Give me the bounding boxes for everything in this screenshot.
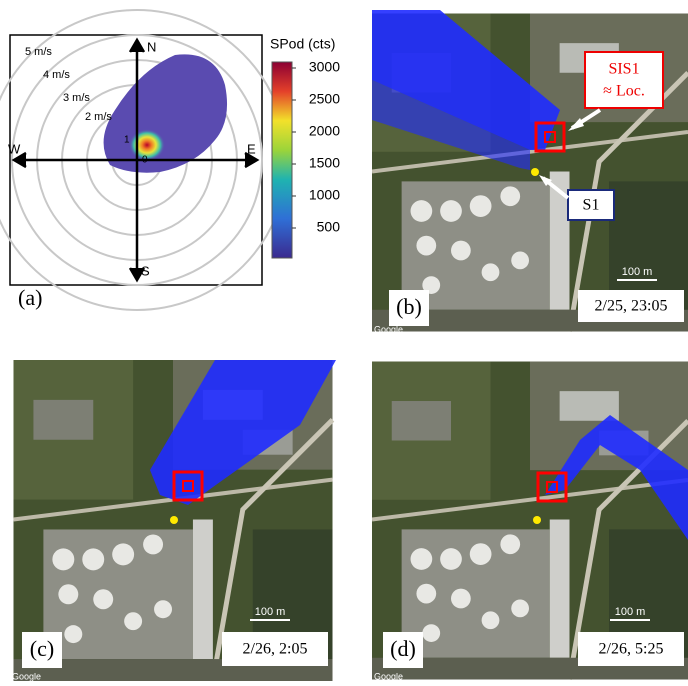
- scale-label: 100 m: [622, 266, 653, 278]
- decoration: [170, 516, 178, 524]
- panel-label: (c): [30, 636, 54, 661]
- direction-label: N: [147, 39, 156, 54]
- scale-label: 100 m: [615, 606, 646, 618]
- map-panel: 100 m (d) 2/26, 5:25 Google: [372, 362, 688, 681]
- colorbar-tick-label: 2500: [309, 91, 340, 107]
- direction-label: E: [247, 141, 256, 156]
- map-panel: 100 m (c) 2/26, 2:05 Google: [12, 360, 336, 681]
- colorbar-tick-label: 2000: [309, 123, 340, 139]
- speed-label: 2 m/s: [85, 111, 112, 123]
- colorbar-tick-label: 3000: [309, 59, 340, 75]
- decoration: [372, 362, 688, 680]
- watermark: Google: [374, 324, 403, 334]
- panel-label: (b): [396, 294, 422, 319]
- direction-label: W: [8, 141, 21, 156]
- panel-label: (d): [390, 636, 416, 661]
- callout-text: S1: [583, 197, 600, 214]
- decoration: [272, 62, 292, 258]
- speed-label: 5 m/s: [25, 46, 52, 58]
- scale-label: 100 m: [255, 606, 286, 618]
- figure: 5 m/s 4 m/s 3 m/s 2 m/s N E S W 1 0 SPod…: [0, 0, 688, 681]
- colorbar: SPod (cts) 500 1000 1500 2000 2500 3000: [270, 36, 340, 258]
- timestamp: 2/26, 2:05: [243, 641, 308, 658]
- panel-label: (a): [18, 285, 42, 310]
- watermark: Google: [374, 671, 403, 681]
- map-panel: SIS1 ≈ Loc. S1 100 m (b) 2/25, 23:05 Goo…: [372, 10, 688, 334]
- radius-marker: 0: [142, 155, 148, 166]
- speed-label: 3 m/s: [63, 92, 90, 104]
- colorbar-title: SPod (cts): [270, 36, 335, 52]
- colorbar-tick-label: 1500: [309, 155, 340, 171]
- callout-text: ≈ Loc.: [603, 83, 645, 100]
- watermark: Google: [12, 671, 41, 681]
- decoration: [531, 168, 539, 176]
- callout-text: SIS1: [608, 61, 639, 78]
- speed-label: 4 m/s: [43, 69, 70, 81]
- direction-label: S: [141, 263, 150, 278]
- polar-plot: 5 m/s 4 m/s 3 m/s 2 m/s N E S W 1 0: [0, 10, 287, 310]
- timestamp: 2/25, 23:05: [595, 298, 668, 315]
- decoration: [533, 516, 541, 524]
- colorbar-tick-label: 500: [317, 219, 341, 235]
- colorbar-tick-label: 1000: [309, 187, 340, 203]
- timestamp: 2/26, 5:25: [599, 641, 664, 658]
- radius-marker: 1: [124, 135, 130, 146]
